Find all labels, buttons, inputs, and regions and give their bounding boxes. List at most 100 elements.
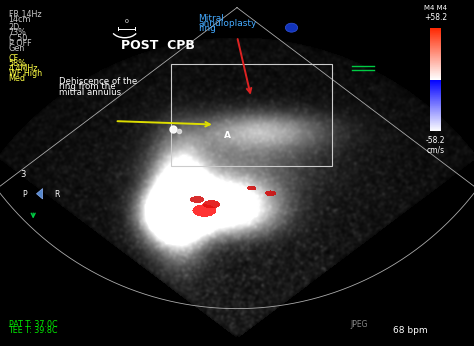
Bar	[430, 83, 441, 84]
Bar	[430, 97, 441, 98]
Bar	[430, 117, 441, 118]
Bar	[430, 115, 441, 116]
Text: 4.4MHz: 4.4MHz	[9, 64, 38, 73]
Bar	[430, 123, 441, 124]
Bar	[430, 122, 441, 123]
Bar	[430, 63, 441, 64]
Text: 58%: 58%	[9, 59, 27, 68]
Bar	[171, 64, 332, 166]
Bar	[430, 66, 441, 67]
Bar	[430, 102, 441, 103]
Bar	[430, 109, 441, 110]
Bar	[430, 72, 441, 73]
Polygon shape	[36, 189, 43, 199]
Bar	[430, 59, 441, 60]
Bar	[430, 45, 441, 46]
Text: ring: ring	[198, 24, 216, 33]
Text: C 50: C 50	[9, 34, 27, 43]
Bar	[430, 120, 441, 121]
Bar	[430, 91, 441, 92]
Bar	[430, 79, 441, 80]
Text: A: A	[224, 131, 231, 140]
Bar	[430, 75, 441, 76]
Bar	[430, 39, 441, 40]
Bar	[430, 38, 441, 39]
Bar	[430, 61, 441, 62]
Bar	[430, 116, 441, 117]
Text: Mitral: Mitral	[198, 14, 224, 23]
Bar	[430, 87, 441, 88]
Bar	[430, 104, 441, 105]
Text: P OFF: P OFF	[9, 39, 31, 48]
Bar	[430, 42, 441, 43]
Bar	[430, 48, 441, 49]
Bar	[430, 81, 441, 82]
Bar	[430, 103, 441, 104]
Bar	[430, 94, 441, 95]
Bar	[430, 67, 441, 68]
Bar	[430, 110, 441, 111]
Bar	[430, 128, 441, 129]
Text: Gen: Gen	[9, 44, 25, 53]
Bar	[430, 51, 441, 52]
Bar	[430, 35, 441, 36]
Bar	[430, 92, 441, 93]
Text: POST  CPB: POST CPB	[121, 39, 195, 52]
Bar	[430, 47, 441, 48]
Bar	[430, 86, 441, 87]
Bar	[430, 31, 441, 32]
Bar	[430, 36, 441, 37]
Bar	[430, 66, 441, 67]
Bar	[430, 121, 441, 122]
Text: 73%: 73%	[9, 28, 27, 37]
Bar	[430, 54, 441, 55]
Text: P: P	[22, 190, 27, 199]
Bar	[430, 88, 441, 89]
Bar	[430, 28, 441, 29]
Text: PAT T: 37.0C: PAT T: 37.0C	[9, 320, 57, 329]
Text: FR 14Hz: FR 14Hz	[9, 10, 41, 19]
Bar	[430, 119, 441, 120]
Bar	[430, 100, 441, 101]
Bar	[430, 77, 441, 78]
Bar	[430, 129, 441, 130]
Bar	[430, 34, 441, 35]
Text: 2D: 2D	[9, 23, 20, 32]
Bar	[430, 124, 441, 125]
Bar	[430, 107, 441, 108]
Text: 3: 3	[20, 170, 26, 179]
Text: CF: CF	[9, 54, 18, 63]
Bar	[430, 62, 441, 63]
Bar	[430, 93, 441, 94]
Text: annuloplasty: annuloplasty	[198, 19, 256, 28]
Text: Med: Med	[9, 74, 26, 83]
Text: JPEG: JPEG	[351, 320, 368, 329]
Bar	[430, 105, 441, 106]
Bar	[430, 130, 441, 131]
Bar	[430, 82, 441, 83]
Bar	[430, 76, 441, 77]
Bar	[430, 43, 441, 44]
Bar	[430, 73, 441, 74]
Bar	[430, 68, 441, 69]
Circle shape	[285, 23, 298, 32]
Bar	[430, 113, 441, 114]
Text: -58.2: -58.2	[426, 136, 446, 145]
Text: 0: 0	[125, 19, 128, 24]
Text: TEE T: 39.8C: TEE T: 39.8C	[9, 326, 58, 335]
Text: ring from the: ring from the	[59, 82, 116, 91]
Bar	[430, 78, 441, 79]
Bar	[430, 69, 441, 70]
Bar	[430, 89, 441, 90]
Bar	[430, 29, 441, 30]
Bar	[430, 44, 441, 45]
Bar	[430, 108, 441, 109]
Text: WF High: WF High	[9, 69, 42, 78]
Text: cm/s: cm/s	[427, 145, 445, 154]
Text: 14cm: 14cm	[9, 15, 31, 24]
Bar	[430, 114, 441, 115]
Bar	[430, 106, 441, 107]
Bar	[430, 95, 441, 96]
Bar	[430, 84, 441, 85]
Text: mitral annulus: mitral annulus	[59, 88, 121, 97]
